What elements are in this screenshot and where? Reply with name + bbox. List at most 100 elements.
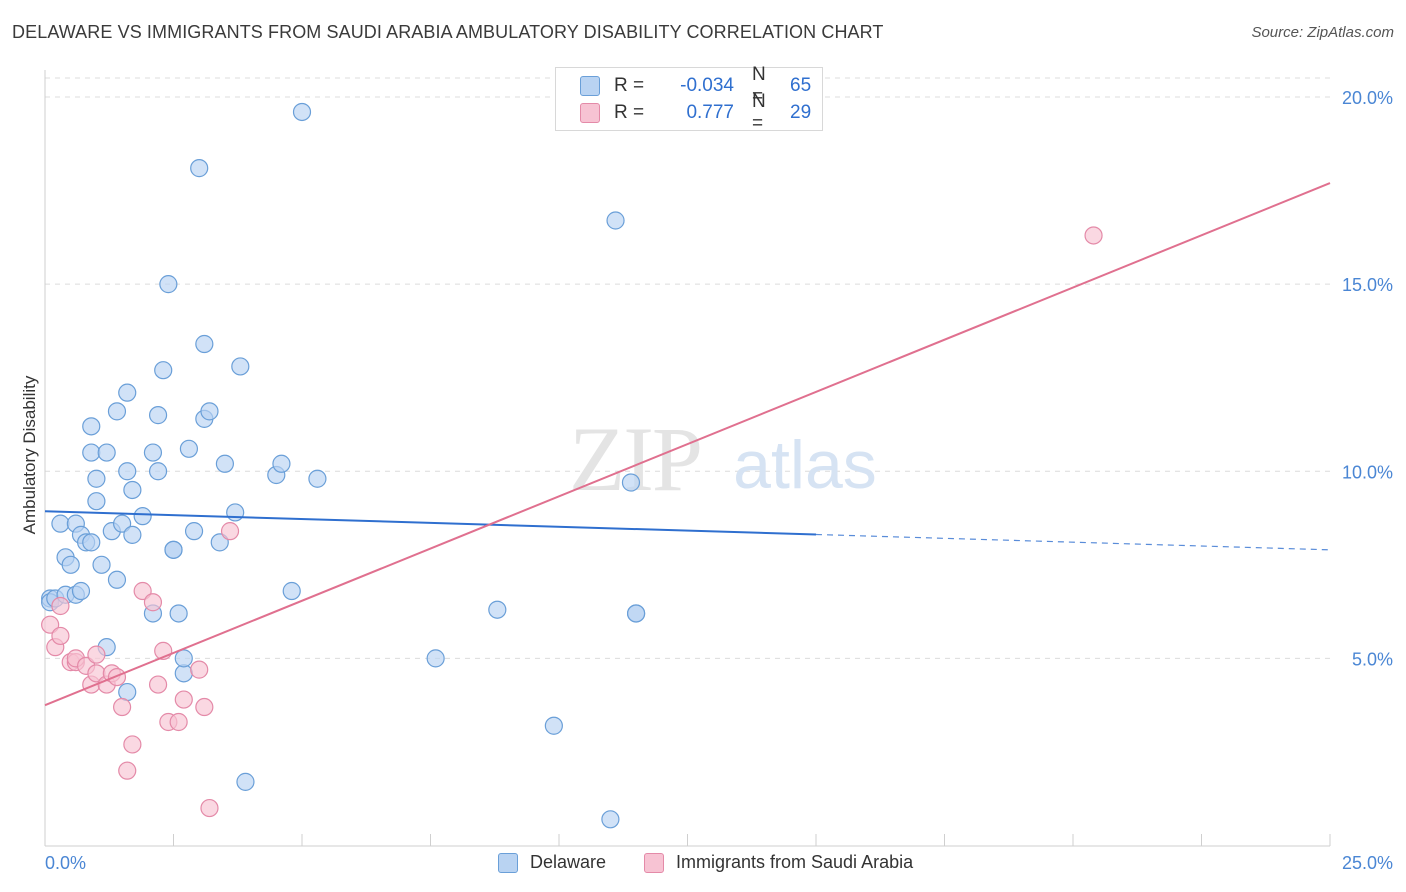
saudi-point xyxy=(190,660,209,679)
delaware-point xyxy=(143,443,163,462)
saudi-point xyxy=(200,798,219,818)
delaware-point xyxy=(148,406,168,425)
saudi-point xyxy=(112,697,132,717)
tick-labels: 5.0% 10.0% 15.0% 20.0% 0.0% 25.0% xyxy=(45,88,1393,873)
saudi-point xyxy=(123,735,142,754)
x-tick-label: 0.0% xyxy=(45,853,86,873)
delaware-point xyxy=(544,716,563,735)
delaware-point xyxy=(107,402,127,421)
saudi-point xyxy=(148,675,168,694)
delaware-point xyxy=(87,492,106,511)
legend-swatch-saudi xyxy=(580,103,600,123)
legend-swatch-delaware xyxy=(580,76,600,96)
delaware-point xyxy=(51,514,70,533)
delaware-point xyxy=(272,454,291,473)
delaware-point xyxy=(164,540,183,559)
delaware-point xyxy=(210,533,229,552)
legend-n-label: N = xyxy=(752,91,766,134)
source-label: Source: ZipAtlas.com xyxy=(1251,24,1394,41)
saudi-point xyxy=(169,712,188,732)
y-tick-label: 15.0% xyxy=(1342,275,1393,295)
delaware-point xyxy=(61,555,80,574)
trend-lines xyxy=(44,182,1331,707)
delaware-point xyxy=(97,443,116,462)
saudi-point xyxy=(195,697,214,717)
delaware-trend-extension xyxy=(815,533,1331,551)
legend-r-label: R = xyxy=(614,75,645,96)
series-legend: Delaware Immigrants from Saudi Arabia xyxy=(0,852,1406,878)
delaware-point xyxy=(87,469,106,488)
delaware-point xyxy=(107,570,127,589)
legend-label-delaware: Delaware xyxy=(530,852,607,872)
delaware-point xyxy=(133,507,152,526)
x-tick-label: 25.0% xyxy=(1342,853,1393,873)
watermark: ZIP atlas xyxy=(569,408,877,510)
delaware-point xyxy=(71,581,91,601)
delaware-point xyxy=(92,555,111,574)
delaware-point xyxy=(154,361,173,380)
delaware-point xyxy=(215,454,234,473)
delaware-point xyxy=(190,159,209,178)
saudi-point xyxy=(118,761,137,780)
delaware-point xyxy=(226,503,245,522)
delaware-point xyxy=(231,357,250,376)
watermark-zip: ZIP xyxy=(569,408,701,510)
delaware-point xyxy=(169,604,188,623)
delaware-point xyxy=(308,469,327,488)
y-tick-label: 5.0% xyxy=(1352,649,1393,669)
delaware-point xyxy=(118,462,137,481)
saudi-point xyxy=(41,615,60,634)
delaware-point xyxy=(123,525,142,544)
delaware-point xyxy=(179,439,199,458)
saudi-point xyxy=(143,593,163,612)
delaware-point xyxy=(123,480,142,500)
delaware-point xyxy=(621,473,641,492)
legend-row-saudi: R = 0.777 N = 29 xyxy=(580,91,812,134)
legend-r-value: 0.777 xyxy=(686,102,734,123)
y-tick-label: 10.0% xyxy=(1342,462,1393,482)
delaware-point xyxy=(195,334,214,354)
delaware-point xyxy=(236,772,255,791)
chart-title: DELAWARE VS IMMIGRANTS FROM SAUDI ARABIA… xyxy=(12,22,884,42)
legend-row-delaware: R = -0.034 N = 65 xyxy=(580,64,812,107)
legend-swatch-delaware xyxy=(498,852,518,873)
delaware-point xyxy=(488,600,507,619)
delaware-point xyxy=(626,604,646,623)
delaware-point xyxy=(82,417,101,436)
legend-n-value: 29 xyxy=(790,102,812,123)
delaware-point xyxy=(606,211,625,230)
saudi-point xyxy=(1084,226,1103,245)
legend-n-label: N = xyxy=(752,64,766,107)
legend-item-delaware[interactable]: Delaware xyxy=(498,852,606,873)
saudi-point xyxy=(51,626,70,646)
saudi-point xyxy=(220,522,240,541)
legend-label-saudi: Immigrants from Saudi Arabia xyxy=(676,852,914,872)
saudi-point xyxy=(87,645,106,664)
delaware-point xyxy=(601,810,620,829)
legend-item-saudi[interactable]: Immigrants from Saudi Arabia xyxy=(644,852,913,873)
legend-r-value: -0.034 xyxy=(680,75,734,96)
delaware-point xyxy=(118,383,137,402)
delaware-point xyxy=(148,462,168,481)
legend-swatch-saudi xyxy=(644,852,664,873)
y-tick-label: 20.0% xyxy=(1342,88,1393,108)
delaware-point xyxy=(82,443,101,462)
delaware-point xyxy=(200,402,219,421)
data-points xyxy=(41,102,1103,829)
delaware-point xyxy=(82,533,101,552)
delaware-point xyxy=(282,581,301,601)
legend-r-label: R = xyxy=(614,102,645,123)
delaware-point xyxy=(112,514,132,533)
saudi-point xyxy=(51,596,70,616)
correlation-legend: R = -0.034 N = 65 R = 0.777 N = 29 xyxy=(555,64,823,134)
delaware-point xyxy=(174,649,193,668)
delaware-point xyxy=(426,649,445,668)
saudi-point xyxy=(133,581,152,601)
legend-n-value: 65 xyxy=(790,75,812,96)
watermark-atlas: atlas xyxy=(733,427,877,503)
saudi-point xyxy=(174,690,193,709)
delaware-point xyxy=(292,102,312,122)
saudi-point xyxy=(107,667,127,687)
saudi-trend-line xyxy=(44,182,1331,707)
